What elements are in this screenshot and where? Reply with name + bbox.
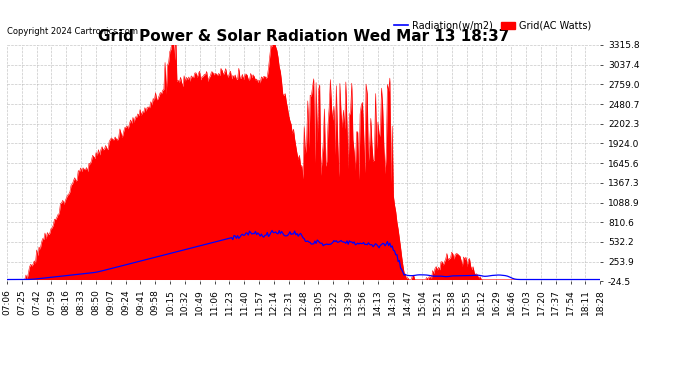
Legend: Radiation(w/m2), Grid(AC Watts): Radiation(w/m2), Grid(AC Watts)	[390, 17, 595, 34]
Title: Grid Power & Solar Radiation Wed Mar 13 18:37: Grid Power & Solar Radiation Wed Mar 13 …	[98, 29, 509, 44]
Text: Copyright 2024 Cartronics.com: Copyright 2024 Cartronics.com	[7, 27, 138, 36]
